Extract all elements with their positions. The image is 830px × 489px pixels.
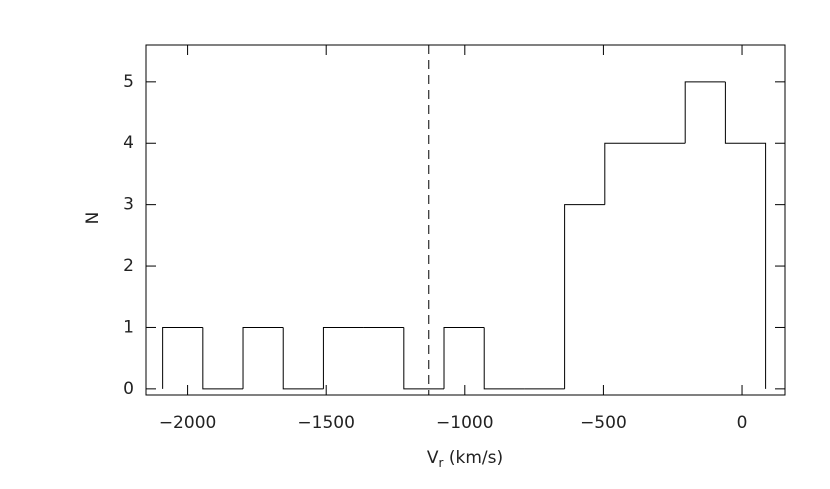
y-tick-label: 2	[123, 256, 134, 276]
x-tick-label: −500	[580, 413, 627, 433]
y-tick-label: 0	[123, 379, 134, 399]
x-label-rest: (km/s)	[443, 448, 503, 468]
histogram-bar	[282, 327, 324, 390]
histogram-bar	[242, 326, 284, 389]
y-tick-label: 4	[123, 133, 134, 153]
histogram-bar	[724, 81, 767, 389]
x-tick-label: −2000	[159, 413, 217, 433]
histogram-bar	[162, 326, 203, 389]
histogram-bar	[604, 142, 646, 205]
x-tick-label: −1000	[436, 413, 494, 433]
y-tick-label: 3	[123, 195, 134, 215]
histogram-bar	[564, 204, 605, 389]
x-tick-label: −1500	[297, 413, 355, 433]
histogram-bar	[443, 326, 485, 389]
x-tick-label: 0	[737, 413, 748, 433]
histogram-bar	[684, 81, 726, 144]
y-axis-label: N	[83, 212, 103, 225]
x-axis-label: Vr (km/s)	[427, 448, 503, 470]
plot-frame	[145, 44, 786, 396]
y-tick-label: 1	[123, 317, 134, 337]
x-label-main: V	[427, 448, 439, 468]
x-label-sub: r	[439, 456, 444, 470]
histogram-bar	[202, 327, 244, 390]
y-tick-label: 5	[123, 72, 134, 92]
histogram-bar	[322, 326, 364, 389]
histogram-bar	[403, 327, 445, 390]
histogram-bar	[483, 327, 525, 390]
